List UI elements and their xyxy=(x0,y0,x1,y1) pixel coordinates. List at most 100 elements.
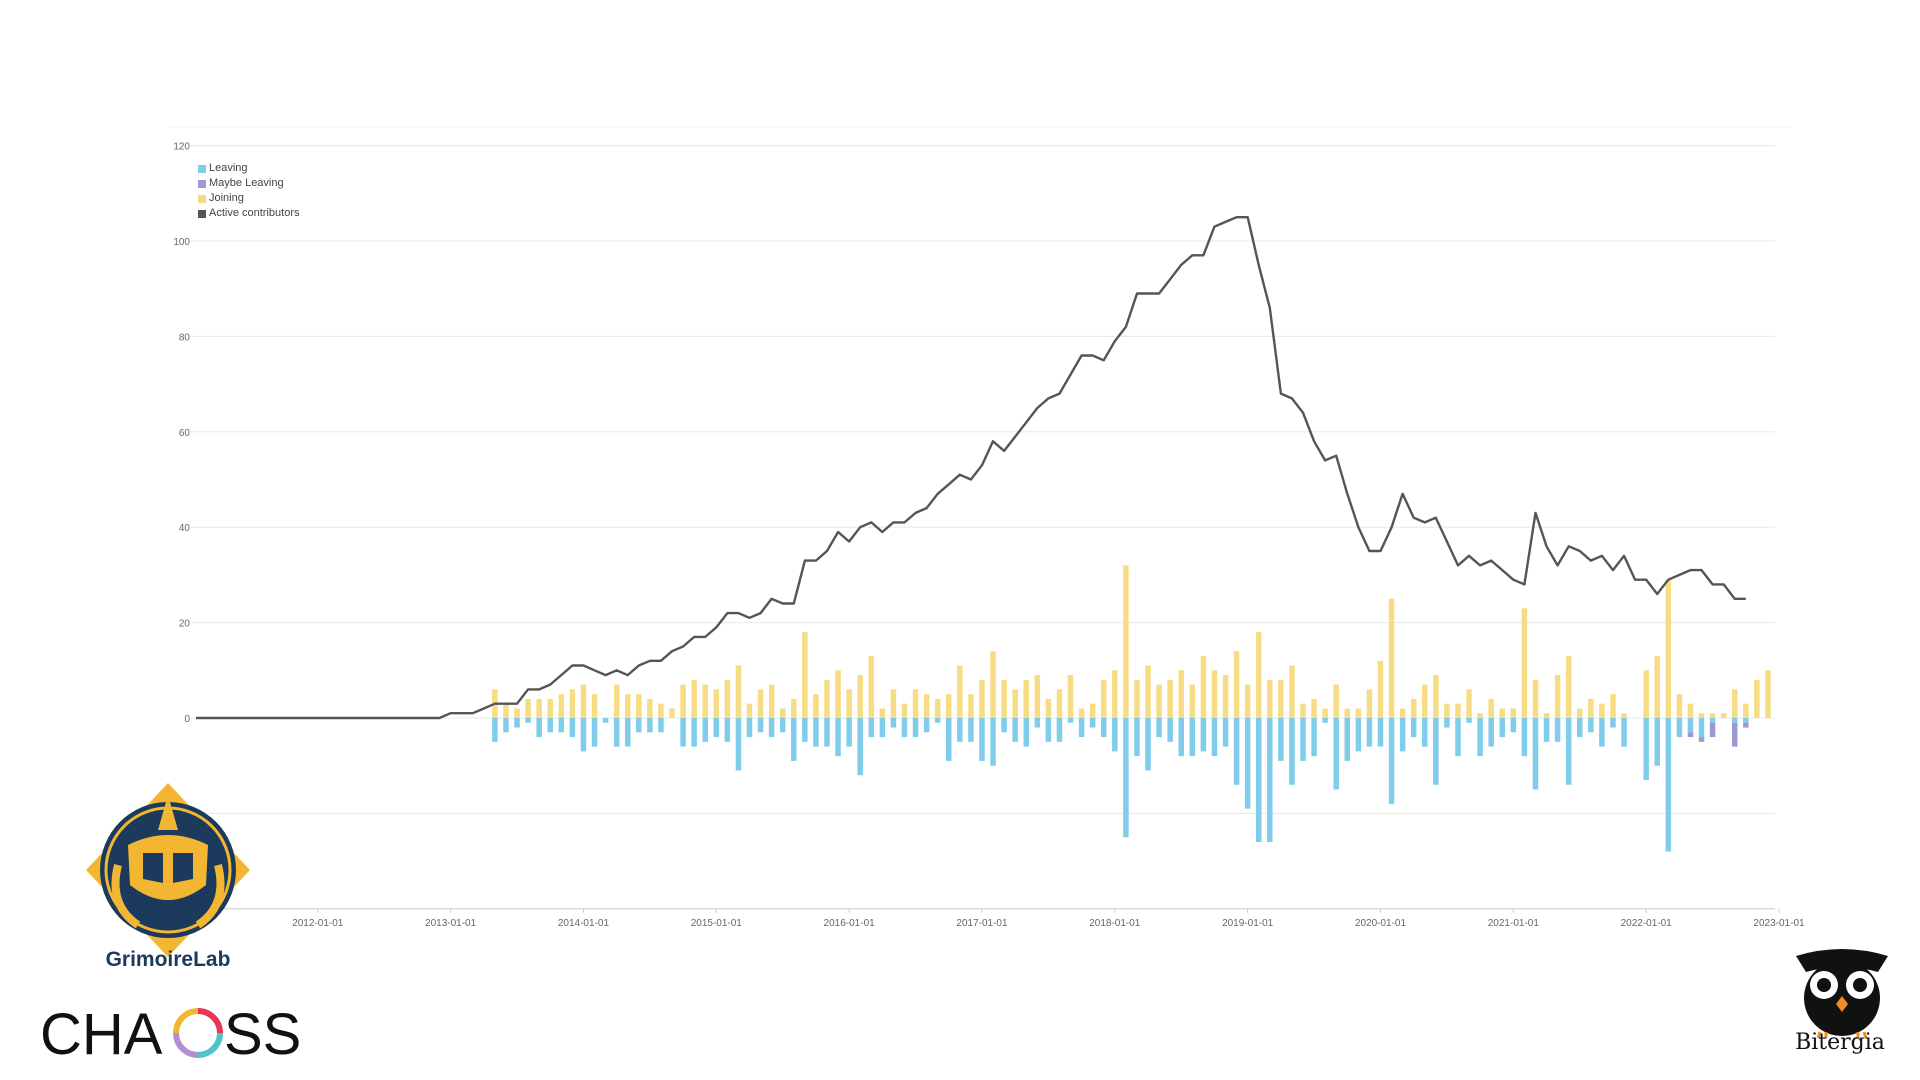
x-tick-label: 2016-01-01 xyxy=(824,918,876,929)
legend-label-joining: Joining xyxy=(209,192,244,204)
leaving-bar xyxy=(1621,718,1627,747)
leaving-bar xyxy=(1388,718,1395,804)
leaving-bar xyxy=(757,718,764,733)
leaving-bar xyxy=(1244,718,1251,809)
maybe-leaving-bar xyxy=(1709,722,1716,738)
joining-bar xyxy=(1577,708,1583,718)
leaving-bar xyxy=(1067,718,1074,723)
joining-bar xyxy=(923,694,930,718)
legend-item-joining[interactable]: Joining xyxy=(198,191,299,206)
line-layer xyxy=(196,216,1746,720)
joining-bar xyxy=(1444,703,1450,718)
y-tick-label: 60 xyxy=(179,428,191,439)
joining-bar xyxy=(1731,689,1738,718)
leaving-bar xyxy=(647,718,653,733)
leaving-bar xyxy=(1001,718,1007,733)
joining-bar xyxy=(1211,670,1218,718)
joining-bar xyxy=(1588,698,1594,718)
joining-bar xyxy=(957,665,963,718)
leaving-bar xyxy=(1078,718,1085,738)
grimoirelab-logo-icon xyxy=(86,783,250,957)
joining-bar xyxy=(591,694,598,718)
joining-bar xyxy=(1565,655,1572,718)
joining-bar xyxy=(934,698,941,718)
joining-bar xyxy=(835,670,841,718)
joining-bar xyxy=(1422,684,1428,718)
chaoss-logo: CHA SS xyxy=(40,1002,300,1067)
leaving-bar xyxy=(912,718,919,738)
joining-bar xyxy=(1765,670,1771,718)
joining-bar xyxy=(1709,713,1716,718)
leaving-bar xyxy=(1455,718,1461,757)
x-tick-label: 2013-01-01 xyxy=(425,918,477,929)
leaving-bar xyxy=(1178,718,1184,757)
legend-item-leaving[interactable]: Leaving xyxy=(198,161,299,176)
joining-bar xyxy=(1156,684,1162,718)
leaving-bar xyxy=(1089,718,1096,728)
joining-bar xyxy=(1089,703,1096,718)
maybe-leaving-bar xyxy=(1687,732,1694,738)
joining-bar xyxy=(1067,675,1074,718)
axis-layer: 120 100 80 60 40 20 0 2012-01-01 2013-01-01 2014-… xyxy=(173,142,1805,929)
leaving-bar xyxy=(1709,718,1716,723)
leaving-bar xyxy=(547,718,553,733)
joining-bar xyxy=(1134,679,1140,718)
leaving-bar xyxy=(1311,718,1317,757)
joining-bar xyxy=(1388,598,1395,718)
joining-bar xyxy=(1399,708,1406,718)
leaving-bar xyxy=(658,718,664,733)
leaving-bar xyxy=(1056,718,1063,742)
maybe-leaving-bar xyxy=(1698,737,1705,742)
joining-bar xyxy=(968,694,974,718)
joining-bar xyxy=(680,684,686,718)
joining-bar xyxy=(1300,703,1306,718)
legend-item-active[interactable]: Active contributors xyxy=(198,206,299,221)
leaving-bar xyxy=(1599,718,1605,747)
leaving-bar xyxy=(1034,718,1041,728)
legend-swatch-joining xyxy=(198,194,206,203)
svg-text:SS: SS xyxy=(224,1002,300,1067)
joining-bar xyxy=(1244,684,1251,718)
leaving-bar xyxy=(1444,718,1450,728)
joining-bar xyxy=(525,698,531,718)
joining-bar xyxy=(824,679,830,718)
leaving-bar xyxy=(691,718,697,747)
joining-bar xyxy=(1499,708,1506,718)
joining-bar xyxy=(1278,679,1284,718)
leaving-bar xyxy=(868,718,875,738)
leaving-bar xyxy=(1355,718,1362,752)
leaving-bar xyxy=(1278,718,1284,761)
x-tick-label: 2023-01-01 xyxy=(1753,918,1805,929)
joining-bar xyxy=(702,684,708,718)
leaving-bar xyxy=(1565,718,1572,785)
leaving-bar xyxy=(890,718,897,728)
y-tick-label: 80 xyxy=(179,332,191,343)
joining-bar xyxy=(1178,670,1184,718)
joining-bar xyxy=(802,632,808,718)
joining-bar xyxy=(1599,703,1605,718)
joining-bar xyxy=(514,708,520,718)
legend-label-maybe-leaving: Maybe Leaving xyxy=(209,177,284,189)
leaving-bar xyxy=(802,718,808,742)
joining-bar xyxy=(1034,675,1041,718)
joining-bar xyxy=(1754,679,1760,718)
joining-bar xyxy=(1267,679,1273,718)
joining-bar xyxy=(658,703,664,718)
leaving-bar xyxy=(702,718,708,742)
leaving-bar xyxy=(613,718,620,747)
legend-label-active: Active contributors xyxy=(209,207,300,219)
joining-bar xyxy=(1665,579,1672,718)
x-tick-label: 2019-01-01 xyxy=(1222,918,1274,929)
legend-item-maybe-leaving[interactable]: Maybe Leaving xyxy=(198,176,299,191)
leaving-bar xyxy=(1134,718,1140,757)
joining-bar xyxy=(1355,708,1362,718)
joining-bar xyxy=(868,655,875,718)
x-tick-label: 2017-01-01 xyxy=(956,918,1008,929)
leaving-bar xyxy=(1399,718,1406,752)
leaving-bar xyxy=(1410,718,1417,738)
leaving-bar xyxy=(514,718,520,728)
leaving-bar xyxy=(923,718,930,733)
leaving-bar xyxy=(768,718,775,738)
leaving-bar xyxy=(1167,718,1173,742)
